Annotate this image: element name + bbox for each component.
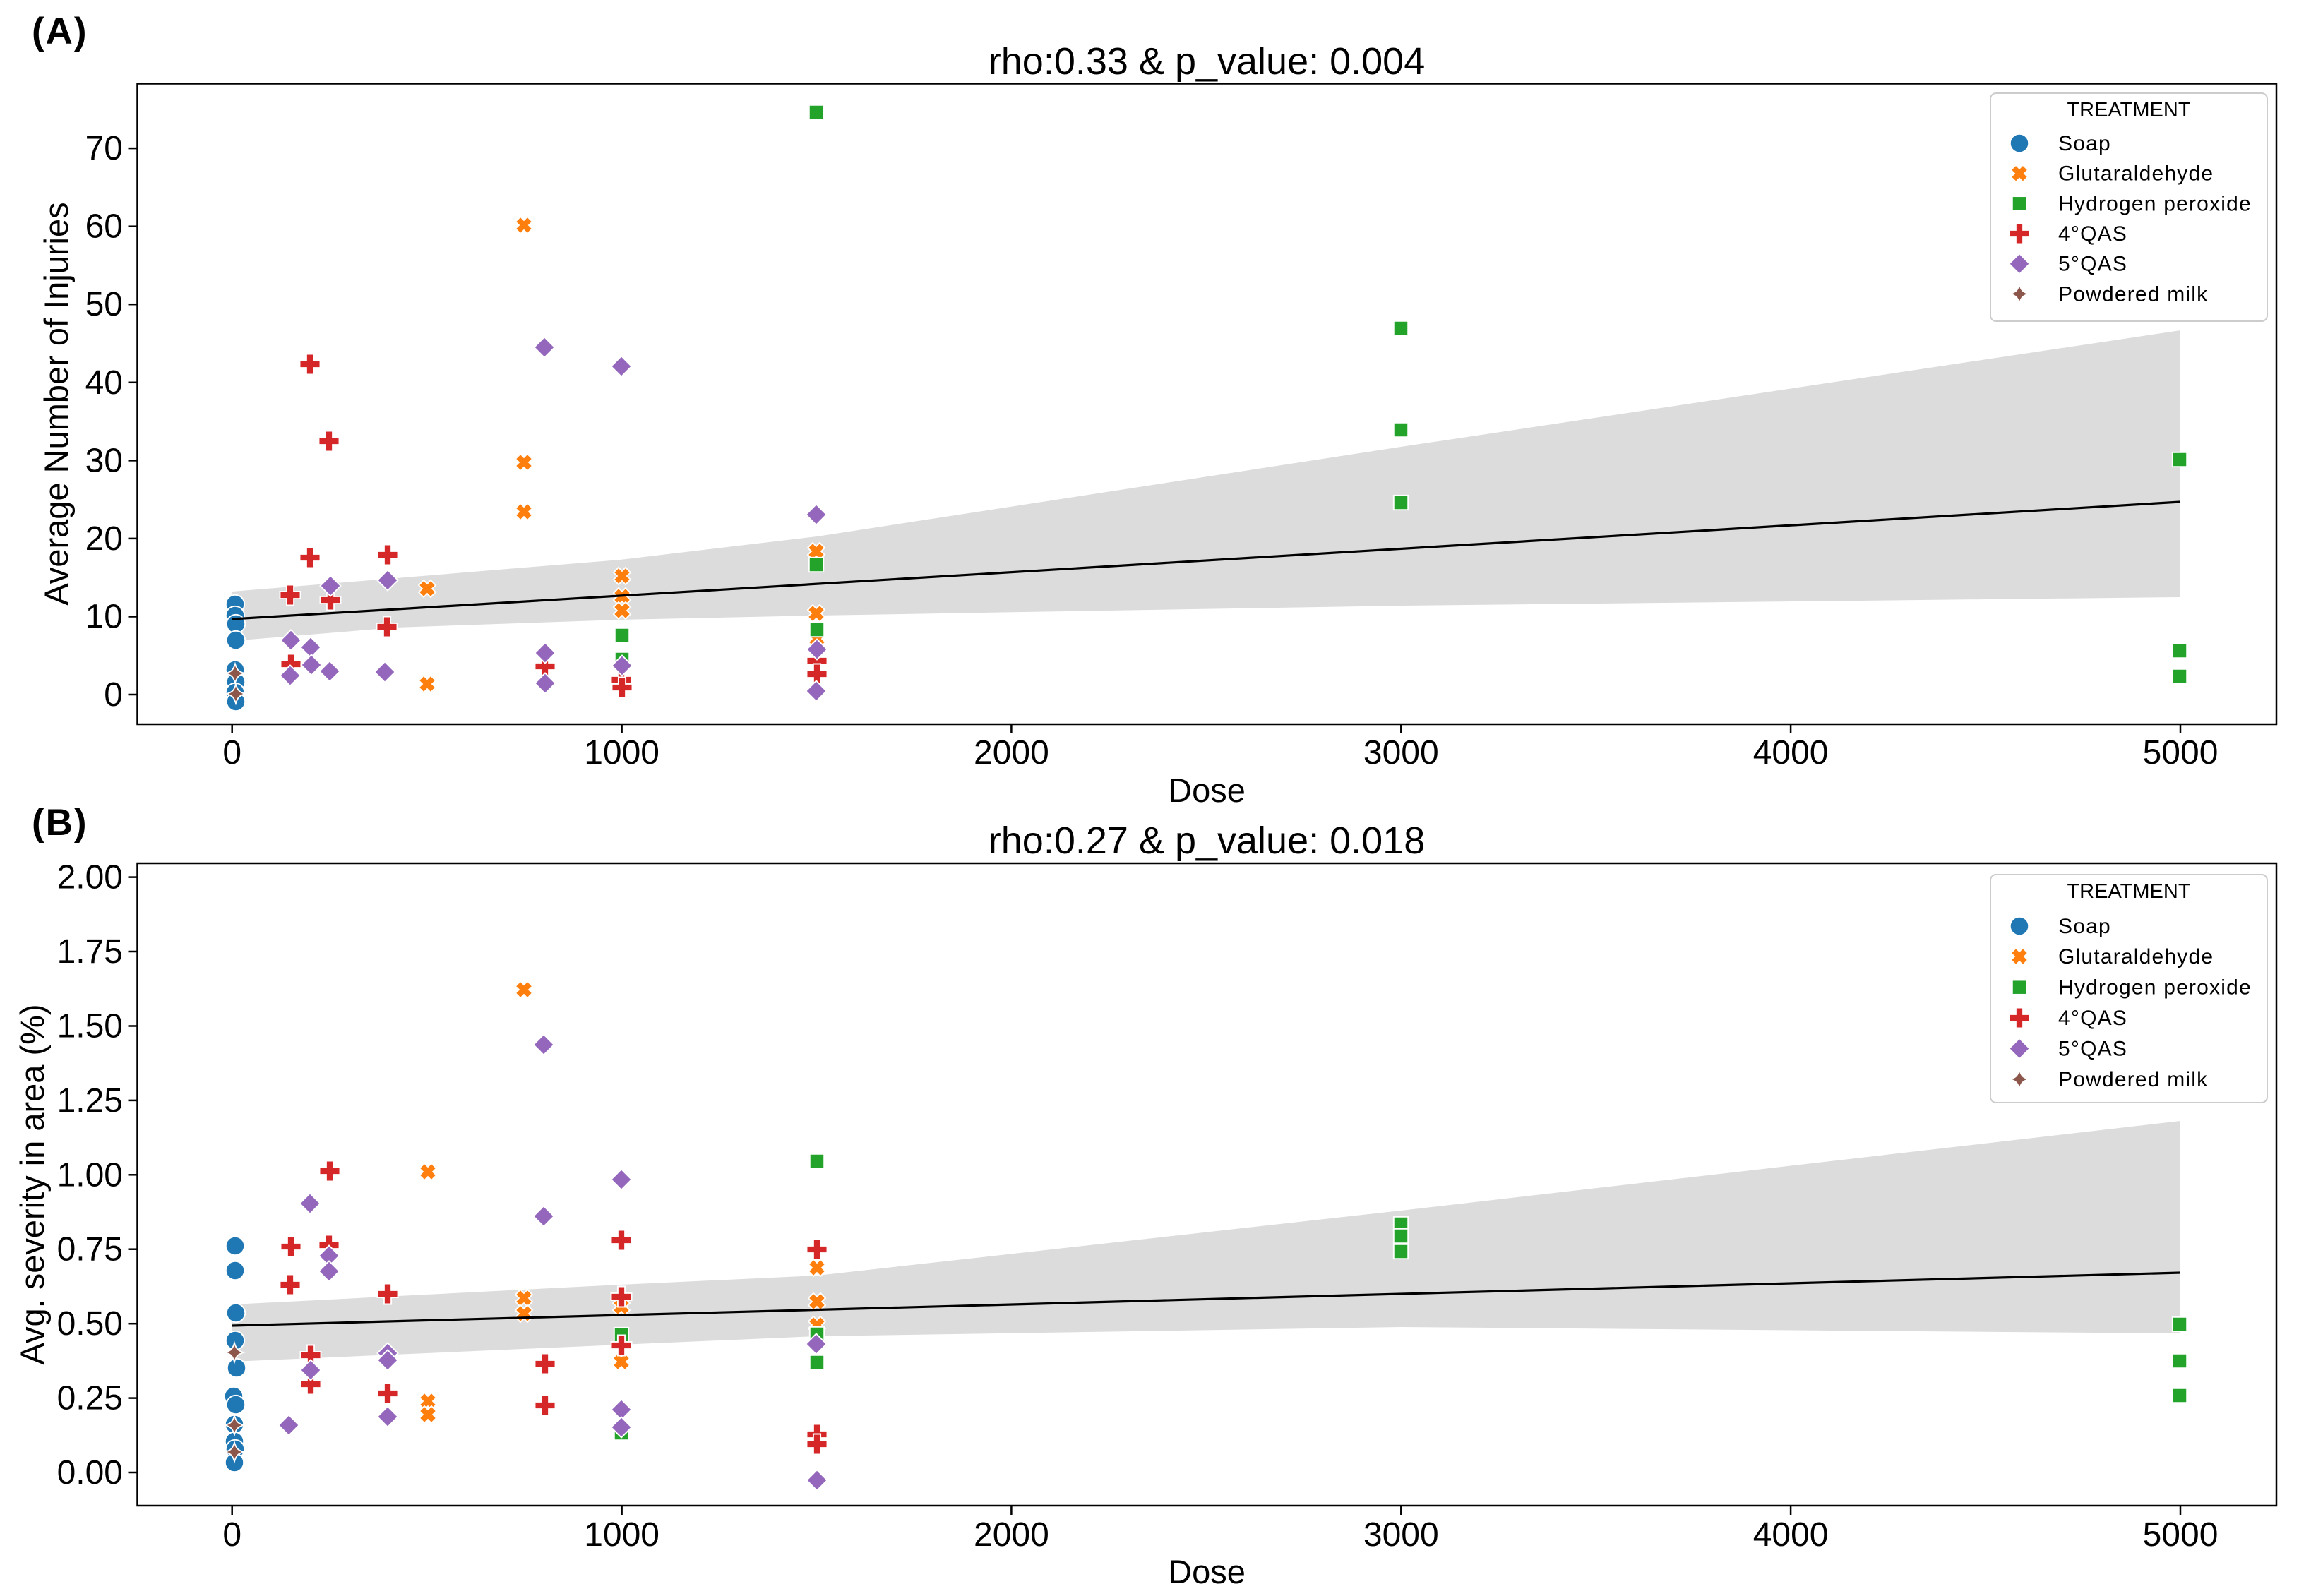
svg-text:30: 30 <box>85 442 123 479</box>
svg-text:0.25: 0.25 <box>57 1380 123 1417</box>
svg-text:3000: 3000 <box>1363 734 1439 772</box>
svg-text:1.00: 1.00 <box>57 1156 123 1194</box>
svg-text:60: 60 <box>85 208 123 246</box>
svg-text:TREATMENT: TREATMENT <box>2067 99 2190 121</box>
svg-text:Soap: Soap <box>2058 915 2111 938</box>
svg-text:Average Number of Injuries: Average Number of Injuries <box>37 202 75 605</box>
svg-text:50: 50 <box>85 286 123 323</box>
svg-text:Dose: Dose <box>1168 772 1246 809</box>
svg-text:TREATMENT: TREATMENT <box>2067 880 2190 903</box>
svg-text:Soap: Soap <box>2058 132 2111 155</box>
svg-text:5°QAS: 5°QAS <box>2058 1038 2127 1061</box>
svg-text:4°QAS: 4°QAS <box>2058 1007 2127 1030</box>
svg-text:5000: 5000 <box>2143 1516 2219 1554</box>
svg-text:rho:0.27 & p_value: 0.018: rho:0.27 & p_value: 0.018 <box>989 820 1425 862</box>
svg-text:2.00: 2.00 <box>57 859 123 896</box>
svg-text:Powdered milk: Powdered milk <box>2058 282 2208 306</box>
svg-text:0.00: 0.00 <box>57 1454 123 1492</box>
svg-text:Avg. severity in area (%): Avg. severity in area (%) <box>13 1004 51 1364</box>
svg-text:0.50: 0.50 <box>57 1305 123 1343</box>
svg-text:4°QAS: 4°QAS <box>2058 222 2127 246</box>
svg-text:Glutaraldehyde: Glutaraldehyde <box>2058 945 2214 968</box>
svg-text:Hydrogen peroxide: Hydrogen peroxide <box>2058 976 2252 1000</box>
svg-text:rho:0.33 & p_value: 0.004: rho:0.33 & p_value: 0.004 <box>989 40 1425 83</box>
svg-text:5000: 5000 <box>2143 734 2219 772</box>
svg-text:Glutaraldehyde: Glutaraldehyde <box>2058 162 2214 186</box>
svg-text:3000: 3000 <box>1363 1516 1439 1554</box>
svg-text:Dose: Dose <box>1168 1553 1246 1590</box>
svg-text:(B): (B) <box>32 802 88 844</box>
svg-text:Hydrogen peroxide: Hydrogen peroxide <box>2058 192 2252 215</box>
svg-text:70: 70 <box>85 130 123 167</box>
svg-text:5°QAS: 5°QAS <box>2058 253 2127 276</box>
svg-text:0: 0 <box>104 676 123 714</box>
svg-text:4000: 4000 <box>1753 734 1829 772</box>
svg-text:1000: 1000 <box>584 734 659 772</box>
svg-text:1000: 1000 <box>584 1516 659 1554</box>
svg-text:Powdered milk: Powdered milk <box>2058 1068 2208 1091</box>
svg-text:0: 0 <box>222 734 241 772</box>
svg-text:10: 10 <box>85 599 123 636</box>
svg-text:2000: 2000 <box>974 1516 1049 1554</box>
svg-text:40: 40 <box>85 364 123 402</box>
svg-text:0.75: 0.75 <box>57 1231 123 1268</box>
svg-text:1.75: 1.75 <box>57 933 123 971</box>
svg-text:1.50: 1.50 <box>57 1008 123 1045</box>
svg-text:(A): (A) <box>32 11 88 52</box>
svg-text:2000: 2000 <box>974 734 1049 772</box>
svg-text:0: 0 <box>222 1516 241 1554</box>
svg-text:1.25: 1.25 <box>57 1082 123 1120</box>
svg-text:4000: 4000 <box>1753 1516 1829 1554</box>
svg-text:20: 20 <box>85 520 123 558</box>
